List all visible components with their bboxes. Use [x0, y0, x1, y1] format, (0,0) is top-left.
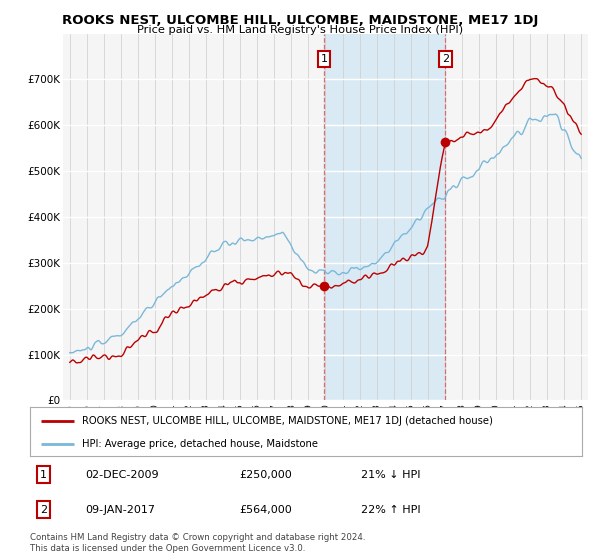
Bar [324, 34, 445, 400]
Text: 22% ↑ HPI: 22% ↑ HPI [361, 505, 421, 515]
Text: HPI: Average price, detached house, Maidstone: HPI: Average price, detached house, Maid… [82, 439, 319, 449]
Text: 2: 2 [40, 505, 47, 515]
Text: £564,000: £564,000 [240, 505, 293, 515]
Text: 1: 1 [40, 470, 47, 479]
Text: 09-JAN-2017: 09-JAN-2017 [85, 505, 155, 515]
Text: ROOKS NEST, ULCOMBE HILL, ULCOMBE, MAIDSTONE, ME17 1DJ (detached house): ROOKS NEST, ULCOMBE HILL, ULCOMBE, MAIDS… [82, 416, 493, 426]
Text: 21% ↓ HPI: 21% ↓ HPI [361, 470, 421, 479]
Text: £250,000: £250,000 [240, 470, 293, 479]
Text: 1: 1 [320, 54, 328, 64]
Text: 2: 2 [442, 54, 449, 64]
Text: 02-DEC-2009: 02-DEC-2009 [85, 470, 159, 479]
Text: Contains HM Land Registry data © Crown copyright and database right 2024.
This d: Contains HM Land Registry data © Crown c… [30, 533, 365, 553]
Text: Price paid vs. HM Land Registry's House Price Index (HPI): Price paid vs. HM Land Registry's House … [137, 25, 463, 35]
Text: ROOKS NEST, ULCOMBE HILL, ULCOMBE, MAIDSTONE, ME17 1DJ: ROOKS NEST, ULCOMBE HILL, ULCOMBE, MAIDS… [62, 14, 538, 27]
